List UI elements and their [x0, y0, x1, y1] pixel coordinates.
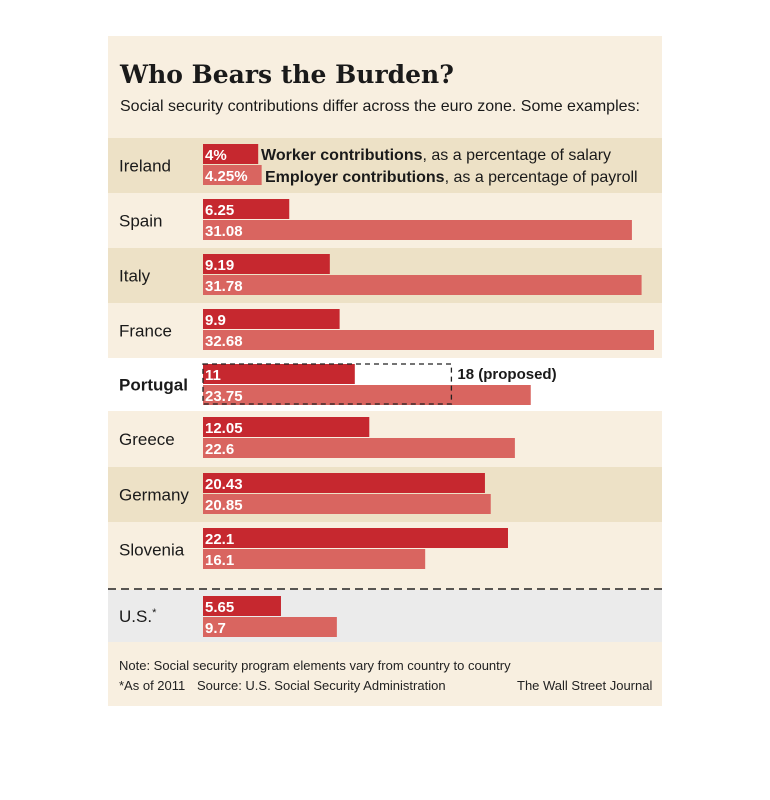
category-label-slovenia: Slovenia: [119, 541, 185, 560]
bar-employer-contributions-spain: [203, 220, 632, 240]
bar-employer-contributions-france: [203, 330, 654, 350]
bar-worker-contributions-germany: [203, 473, 485, 493]
category-label-spain: Spain: [119, 212, 162, 231]
row-band-u-s: [108, 590, 662, 642]
bar-employer-contributions-slovenia: [203, 549, 426, 569]
bar-worker-contributions-italy: [203, 254, 330, 274]
data-label-worker-contributions-france: 9.9: [205, 312, 226, 329]
category-label-u-s: U.S.*: [119, 607, 157, 626]
bar-worker-contributions-portugal: [203, 364, 355, 384]
chart-note: Note: Social security program elements v…: [119, 658, 511, 673]
chart-title: Who Bears the Burden?: [120, 60, 454, 89]
data-label-worker-contributions-portugal: 11: [205, 367, 221, 384]
bar-worker-contributions-greece: [203, 417, 370, 437]
category-label-greece: Greece: [119, 430, 175, 449]
data-label-employer-contributions-ireland: 4.25%: [205, 168, 248, 185]
data-label-worker-contributions-italy: 9.19: [205, 257, 234, 274]
data-label-worker-contributions-germany: 20.43: [205, 476, 243, 493]
bar-worker-contributions-france: [203, 309, 340, 329]
chart-subtitle: Social security contributions differ acr…: [120, 98, 640, 115]
data-label-worker-contributions-spain: 6.25: [205, 202, 234, 219]
category-label-italy: Italy: [119, 267, 151, 286]
category-label-germany: Germany: [119, 486, 189, 505]
bar-employer-contributions-ireland: [203, 165, 262, 185]
publisher-credit: The Wall Street Journal: [517, 678, 653, 693]
row-band-ireland: [108, 138, 662, 193]
data-label-employer-contributions-greece: 22.6: [205, 441, 234, 458]
bar-worker-contributions-spain: [203, 199, 290, 219]
legend-suffix: , as a percentage of payroll: [445, 169, 638, 186]
legend-name: Worker contributions: [261, 147, 423, 164]
bar-employer-contributions-u-s: [203, 617, 337, 637]
data-label-employer-contributions-u-s: 9.7: [205, 620, 226, 637]
legend-suffix: , as a percentage of salary: [423, 147, 612, 164]
proposed-label: 18 (proposed): [457, 366, 556, 383]
footnote-marker: *: [152, 607, 157, 619]
bar-employer-contributions-germany: [203, 494, 491, 514]
bar-employer-contributions-portugal: [203, 385, 531, 405]
data-label-worker-contributions-ireland: 4%: [205, 147, 227, 164]
category-label-france: France: [119, 322, 172, 341]
source-note: Source: U.S. Social Security Administrat…: [197, 678, 446, 693]
data-label-employer-contributions-france: 32.68: [205, 333, 243, 350]
data-label-worker-contributions-greece: 12.05: [205, 420, 243, 437]
data-label-employer-contributions-italy: 31.78: [205, 278, 243, 295]
bar-worker-contributions-u-s: [203, 596, 281, 616]
legend-employer-contributions: Employer contributions, as a percentage …: [265, 169, 638, 186]
data-label-employer-contributions-portugal: 23.75: [205, 388, 243, 405]
category-label-ireland: Ireland: [119, 157, 171, 176]
annotations: Worker contributions, as a percentage of…: [202, 147, 638, 405]
data-label-worker-contributions-u-s: 5.65: [205, 599, 234, 616]
data-label-employer-contributions-germany: 20.85: [205, 497, 243, 514]
bar-employer-contributions-greece: [203, 438, 515, 458]
category-label-portugal: Portugal: [119, 376, 188, 395]
data-label-worker-contributions-slovenia: 22.1: [205, 531, 234, 548]
legend-name: Employer contributions: [265, 169, 445, 186]
bar-employer-contributions-italy: [203, 275, 642, 295]
as-of-note: *As of 2011: [119, 678, 186, 693]
bars: 4% 4.25% 6.25 31.08 9.19 31.78 9.9 32.68 11 23.75…: [203, 144, 654, 637]
category-labels: Ireland Spain Italy France Portugal Greece Ger…: [119, 157, 189, 627]
legend-worker-contributions: Worker contributions, as a percentage of…: [261, 147, 611, 164]
data-label-employer-contributions-slovenia: 16.1: [205, 552, 234, 569]
data-label-employer-contributions-spain: 31.08: [205, 223, 243, 240]
bar-worker-contributions-ireland: [203, 144, 259, 164]
bar-worker-contributions-slovenia: [203, 528, 508, 548]
